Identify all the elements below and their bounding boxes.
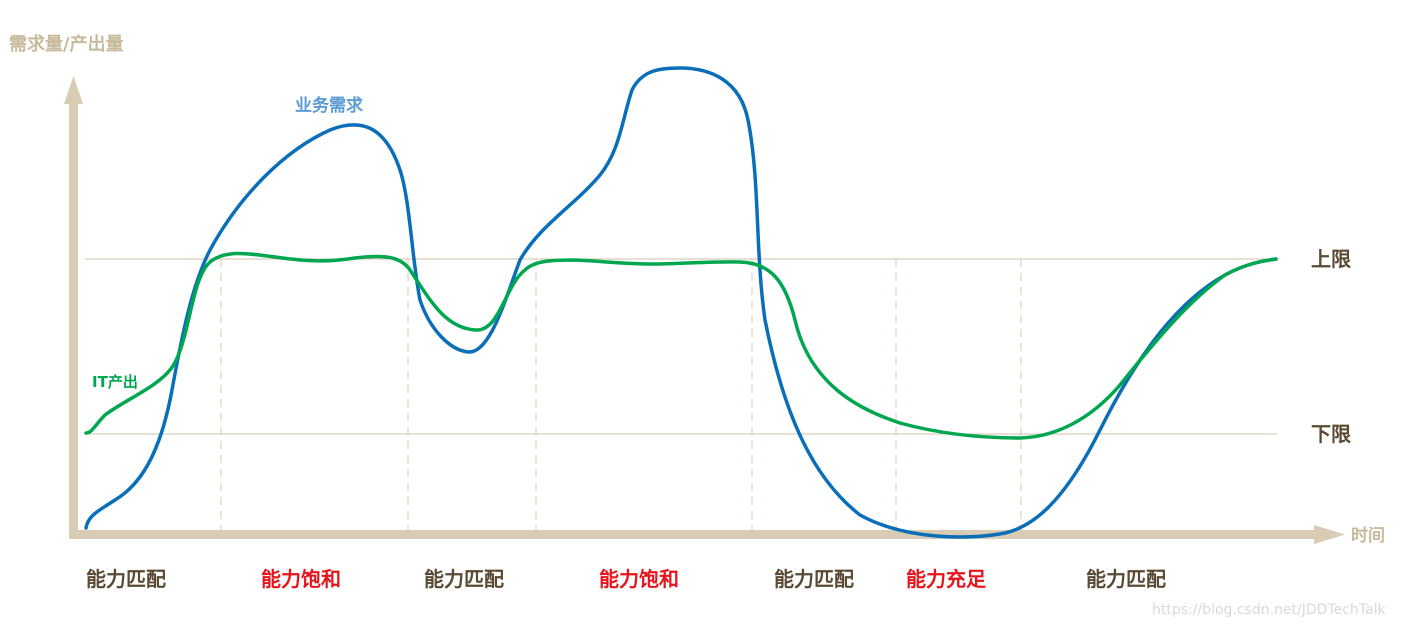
output-series-label: IT产出 xyxy=(92,373,138,391)
demand-series-label: 业务需求 xyxy=(295,95,363,116)
phase-label: 能力匹配 xyxy=(424,567,504,591)
lower-limit-label: 下限 xyxy=(1311,422,1351,446)
y-axis-arrow-icon xyxy=(64,76,83,104)
output-curve xyxy=(84,251,1278,440)
y-axis xyxy=(64,76,83,538)
demand-curve xyxy=(84,66,1278,539)
phase-label: 能力匹配 xyxy=(86,567,166,591)
phase-label: 能力匹配 xyxy=(774,567,854,591)
phase-label: 能力饱和 xyxy=(261,567,341,591)
watermark: https://blog.csdn.net/JDDTechTalk xyxy=(1152,602,1387,618)
phase-label: 能力匹配 xyxy=(1086,567,1166,591)
y-axis-title: 需求量/产出量 xyxy=(9,33,124,55)
phase-label: 能力饱和 xyxy=(599,567,679,591)
phase-dividers xyxy=(220,259,1022,532)
x-axis xyxy=(69,525,1345,544)
upper-limit-label: 上限 xyxy=(1311,247,1351,271)
phase-label: 能力充足 xyxy=(906,567,987,591)
phase-labels: 能力匹配 能力饱和 能力匹配 能力饱和 能力匹配 能力充足 能力匹配 xyxy=(86,567,1166,591)
x-axis-arrow-icon xyxy=(1314,525,1345,544)
x-axis-title: 时间 xyxy=(1351,525,1385,546)
